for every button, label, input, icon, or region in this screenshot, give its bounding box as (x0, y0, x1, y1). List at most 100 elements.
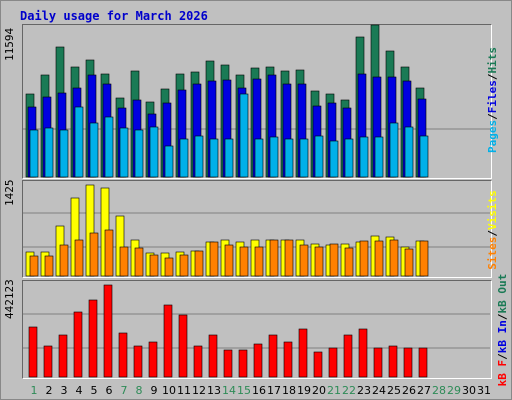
day-label-12: 12 (192, 384, 206, 397)
bar-kb-f-day-23 (358, 328, 368, 378)
bar-pages-day-24 (374, 136, 384, 178)
bar-kb-f-day-14 (223, 349, 233, 378)
bar-pages-day-14 (224, 138, 234, 178)
bar-kb-f-day-2 (43, 345, 53, 378)
bar-sites-day-15 (239, 246, 249, 277)
bar-pages-day-22 (344, 138, 354, 178)
day-label-15: 15 (237, 384, 251, 397)
bar-kb-f-day-6 (103, 284, 113, 378)
bar-sites-day-27 (419, 240, 429, 277)
bar-sites-day-9 (149, 254, 159, 277)
bar-kb-f-day-11 (178, 314, 188, 378)
chart-title: Daily usage for March 2026 (20, 9, 208, 23)
bar-kb-f-day-21 (328, 347, 338, 378)
bar-kb-f-day-4 (73, 311, 83, 378)
bar-pages-day-4 (74, 106, 84, 178)
day-label-9: 9 (151, 384, 158, 397)
bar-pages-day-2 (44, 127, 54, 178)
bar-pages-day-17 (269, 136, 279, 178)
legend-separator: / (496, 313, 509, 321)
day-label-20: 20 (312, 384, 326, 397)
legend-separator: / (486, 113, 499, 120)
bar-kb-f-day-15 (238, 349, 248, 378)
bar-kb-f-day-17 (268, 334, 278, 378)
day-label-17: 17 (267, 384, 281, 397)
day-label-30: 30 (462, 384, 476, 397)
bar-pages-day-12 (194, 135, 204, 178)
bar-kb-f-day-5 (88, 299, 98, 378)
day-label-28: 28 (432, 384, 446, 397)
bar-pages-day-25 (389, 122, 399, 178)
bar-sites-day-4 (74, 239, 84, 277)
bar-sites-day-20 (314, 246, 324, 277)
day-label-31: 31 (477, 384, 491, 397)
bar-sites-day-8 (134, 247, 144, 277)
legend-files: Files (486, 80, 499, 114)
bar-sites-day-1 (29, 255, 39, 277)
bar-sites-day-22 (344, 247, 354, 277)
legend-separator: / (486, 73, 499, 81)
bar-pages-day-27 (419, 135, 429, 178)
day-label-11: 11 (177, 384, 191, 397)
legend-panel3: kB F/kB In/kB Out (496, 270, 510, 390)
bar-sites-day-17 (269, 239, 279, 277)
bar-sites-day-5 (89, 232, 99, 277)
bar-pages-day-20 (314, 135, 324, 178)
bar-sites-day-23 (359, 240, 369, 277)
bar-pages-day-18 (284, 138, 294, 178)
bar-pages-day-19 (299, 138, 309, 178)
day-label-8: 8 (136, 384, 143, 397)
bar-sites-day-10 (164, 257, 174, 277)
legend-hits: Hits (486, 47, 499, 74)
day-label-14: 14 (222, 384, 236, 397)
bar-pages-day-1 (29, 129, 39, 178)
bar-sites-day-7 (119, 246, 129, 277)
bar-pages-day-15 (239, 93, 249, 178)
bar-kb-f-day-22 (343, 334, 353, 378)
bar-sites-day-16 (254, 246, 264, 277)
bar-kb-f-day-13 (208, 334, 218, 378)
day-label-18: 18 (282, 384, 296, 397)
bar-kb-f-day-12 (193, 345, 203, 378)
day-label-10: 10 (162, 384, 176, 397)
legend-panel2: Sites/Visits (486, 185, 500, 275)
bar-sites-day-25 (389, 239, 399, 277)
bar-sites-day-19 (299, 244, 309, 277)
bar-kb-f-day-9 (148, 341, 158, 378)
day-label-26: 26 (402, 384, 416, 397)
day-label-16: 16 (252, 384, 266, 397)
legend-separator: / (486, 230, 499, 237)
bar-sites-day-3 (59, 244, 69, 277)
day-label-23: 23 (357, 384, 371, 397)
bar-sites-day-14 (224, 244, 234, 277)
day-label-2: 2 (46, 384, 53, 397)
bar-sites-day-6 (104, 229, 114, 277)
day-label-6: 6 (106, 384, 113, 397)
bar-sites-day-11 (179, 254, 189, 277)
bar-kb-f-day-25 (388, 345, 398, 378)
bar-pages-day-8 (134, 129, 144, 178)
bar-kb-f-day-16 (253, 343, 263, 378)
day-label-21: 21 (327, 384, 341, 397)
legend-pages: Pages (486, 119, 499, 153)
bar-sites-day-2 (44, 255, 54, 277)
legend-panel1: Pages/Files/Hits (486, 40, 500, 160)
day-label-3: 3 (61, 384, 68, 397)
bar-pages-day-26 (404, 126, 414, 178)
bar-pages-day-16 (254, 138, 264, 178)
bar-kb-f-day-3 (58, 334, 68, 378)
bar-kb-f-day-24 (373, 347, 383, 378)
day-label-24: 24 (372, 384, 386, 397)
bar-pages-day-6 (104, 116, 114, 178)
bar-pages-day-11 (179, 138, 189, 178)
legend-separator: / (496, 353, 509, 360)
legend-visits: Visits (486, 190, 499, 230)
day-label-27: 27 (417, 384, 431, 397)
bar-kb-f-day-8 (133, 345, 143, 378)
bar-sites-day-18 (284, 239, 294, 277)
bar-kb-f-day-19 (298, 328, 308, 378)
bar-sites-day-26 (404, 248, 414, 277)
bar-sites-day-24 (374, 240, 384, 277)
bar-pages-day-3 (59, 129, 69, 178)
